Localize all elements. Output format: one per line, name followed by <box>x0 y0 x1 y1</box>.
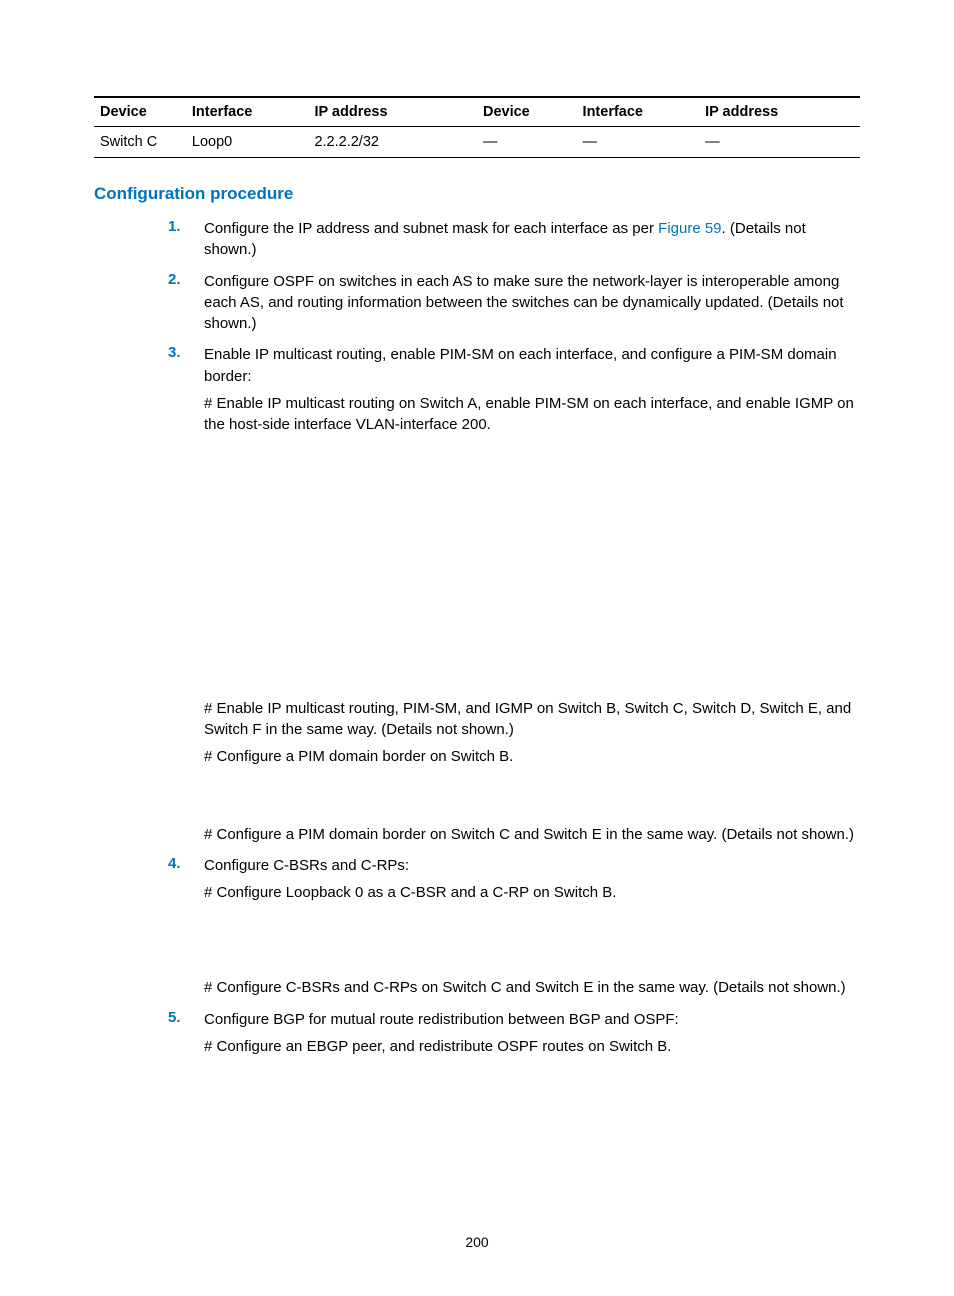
step-paragraph: # Configure C-BSRs and C-RPs on Switch C… <box>204 977 860 998</box>
text-run: Configure the IP address and subnet mask… <box>204 220 658 237</box>
step-paragraph: # Enable IP multicast routing, PIM-SM, a… <box>204 698 860 741</box>
content-gap <box>204 903 860 971</box>
content-gap <box>204 768 860 818</box>
step-4: 4. Configure C-BSRs and C-RPs: # Configu… <box>94 855 860 999</box>
section-heading: Configuration procedure <box>94 184 860 204</box>
table-header: Device <box>477 97 577 127</box>
step-body: Configure OSPF on switches in each AS to… <box>204 271 860 335</box>
step-paragraph: # Configure a PIM domain border on Switc… <box>204 746 860 767</box>
table-header: IP address <box>699 97 860 127</box>
table-header: Interface <box>577 97 700 127</box>
table-header: Interface <box>186 97 309 127</box>
step-paragraph: # Enable IP multicast routing on Switch … <box>204 393 860 436</box>
content-gap <box>204 436 860 692</box>
step-1: 1. Configure the IP address and subnet m… <box>94 218 860 261</box>
step-5: 5. Configure BGP for mutual route redist… <box>94 1009 860 1058</box>
device-table: Device Interface IP address Device Inter… <box>94 96 860 158</box>
step-paragraph: Configure C-BSRs and C-RPs: <box>204 855 860 876</box>
device-table-region: Device Interface IP address Device Inter… <box>94 96 860 158</box>
table-cell: — <box>577 127 700 158</box>
step-number: 1. <box>168 218 181 235</box>
procedure-steps: 1. Configure the IP address and subnet m… <box>94 218 860 1057</box>
step-body: Configure BGP for mutual route redistrib… <box>204 1009 860 1058</box>
step-number: 5. <box>168 1009 181 1026</box>
table-row: Switch C Loop0 2.2.2.2/32 — — — <box>94 127 860 158</box>
step-number: 3. <box>168 344 181 361</box>
table-cell: Loop0 <box>186 127 309 158</box>
step-paragraph: Configure OSPF on switches in each AS to… <box>204 271 860 335</box>
table-header: IP address <box>308 97 477 127</box>
table-cell: — <box>699 127 860 158</box>
table-cell: Switch C <box>94 127 186 158</box>
step-paragraph: # Configure an EBGP peer, and redistribu… <box>204 1036 860 1057</box>
table-cell: — <box>477 127 577 158</box>
figure-link[interactable]: Figure 59 <box>658 220 721 237</box>
step-paragraph: # Configure a PIM domain border on Switc… <box>204 824 860 845</box>
table-header-row: Device Interface IP address Device Inter… <box>94 97 860 127</box>
step-body: Enable IP multicast routing, enable PIM-… <box>204 344 860 844</box>
step-paragraph: Enable IP multicast routing, enable PIM-… <box>204 344 860 387</box>
step-paragraph: Configure BGP for mutual route redistrib… <box>204 1009 860 1030</box>
table-header: Device <box>94 97 186 127</box>
table-cell: 2.2.2.2/32 <box>308 127 477 158</box>
step-number: 2. <box>168 271 181 288</box>
step-paragraph: Configure the IP address and subnet mask… <box>204 218 860 261</box>
step-number: 4. <box>168 855 181 872</box>
page-number: 200 <box>0 1234 954 1250</box>
step-paragraph: # Configure Loopback 0 as a C-BSR and a … <box>204 882 860 903</box>
step-body: Configure the IP address and subnet mask… <box>204 218 860 261</box>
step-body: Configure C-BSRs and C-RPs: # Configure … <box>204 855 860 999</box>
step-3: 3. Enable IP multicast routing, enable P… <box>94 344 860 844</box>
step-2: 2. Configure OSPF on switches in each AS… <box>94 271 860 335</box>
